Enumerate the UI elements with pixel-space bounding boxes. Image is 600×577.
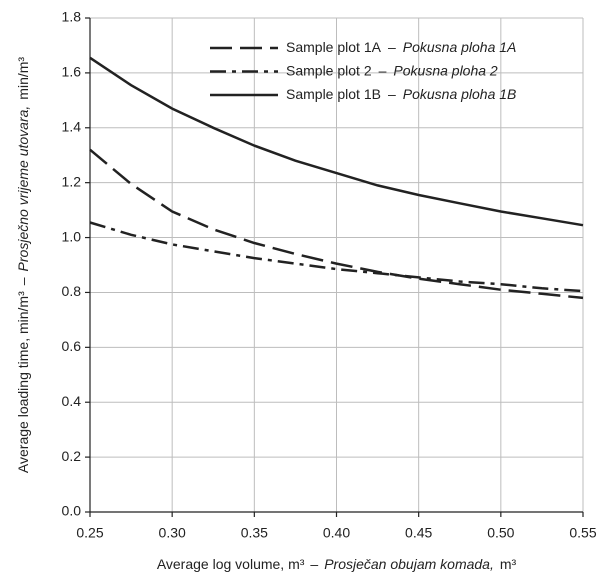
y-tick-label: 0.8	[62, 283, 82, 299]
y-axis-label-part: –	[15, 277, 31, 285]
legend-name: Sample plot 1A	[286, 39, 382, 55]
legend-label: Sample plot 1B – Pokusna ploha 1B	[286, 86, 516, 102]
x-axis-label-part: Average log volume, m³	[157, 556, 305, 572]
legend-name-hr: Pokusna ploha 1A	[403, 39, 517, 55]
x-tick-label: 0.45	[405, 525, 432, 541]
y-tick-label: 1.8	[62, 9, 82, 25]
y-tick-label: 0.4	[62, 393, 82, 409]
legend-label: Sample plot 2– Pokusna ploha 2	[286, 62, 498, 78]
x-axis-label: Average log volume, m³ – Prosječan obujam …	[157, 556, 517, 572]
legend-name: Sample plot 2	[286, 62, 372, 78]
x-axis-label-part: m³	[500, 556, 517, 572]
y-tick-label: 1.0	[62, 228, 82, 244]
x-tick-label: 0.35	[241, 525, 268, 541]
legend-separator: –	[388, 86, 396, 102]
series-line	[89, 148, 584, 300]
y-axis-label-part: Prosječno vrijeme utovara,	[15, 106, 31, 272]
y-axis-label-part: Average loading time, min/m³	[15, 291, 31, 473]
x-axis-label-part: –	[310, 556, 318, 572]
legend-label: Sample plot 1A – Pokusna ploha 1A	[286, 39, 516, 55]
x-tick-label: 0.40	[323, 525, 350, 541]
legend-separator: –	[379, 62, 387, 78]
y-axis-label: Average loading time, min/m³ – Prosječno v…	[15, 57, 31, 473]
x-tick-label: 0.50	[487, 525, 514, 541]
y-tick-label: 1.2	[62, 173, 82, 189]
y-tick-label: 1.4	[62, 118, 82, 134]
y-tick-label: 1.6	[62, 64, 82, 80]
y-tick-label: 0.2	[62, 448, 82, 464]
legend-separator: –	[388, 39, 396, 55]
series-line	[89, 56, 584, 227]
x-tick-label: 0.25	[76, 525, 103, 541]
legend-name-hr: Pokusna ploha 2	[393, 62, 498, 78]
legend-name: Sample plot 1B	[286, 86, 381, 102]
y-axis-label-part: min/m³	[15, 57, 31, 100]
legend-name-hr: Pokusna ploha 1B	[403, 86, 517, 102]
y-tick-label: 0.6	[62, 338, 82, 354]
x-tick-label: 0.30	[159, 525, 186, 541]
y-tick-label: 0.0	[62, 503, 82, 519]
series-line	[89, 221, 584, 293]
x-axis-label-part: Prosječan obujam komada,	[324, 556, 494, 572]
x-tick-label: 0.55	[569, 525, 596, 541]
